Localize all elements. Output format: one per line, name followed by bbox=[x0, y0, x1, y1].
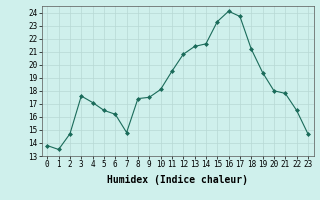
X-axis label: Humidex (Indice chaleur): Humidex (Indice chaleur) bbox=[107, 175, 248, 185]
